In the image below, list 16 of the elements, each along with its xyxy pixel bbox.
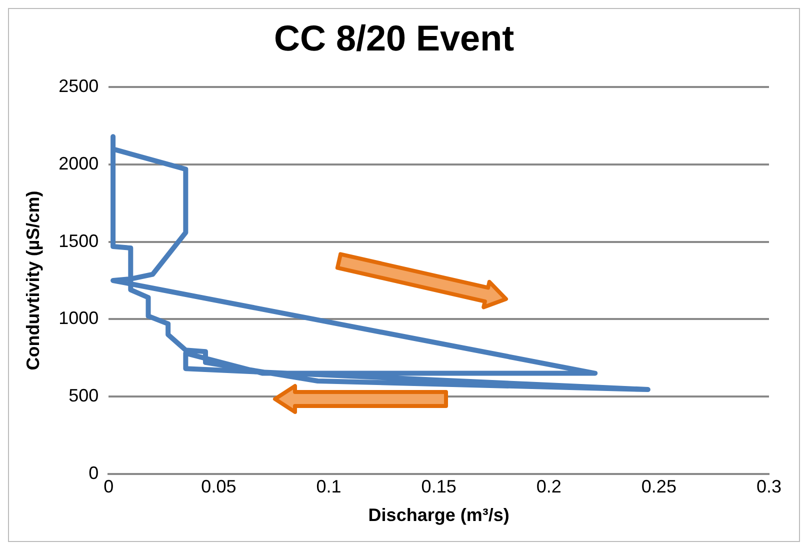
y-tick-label: 0 [88, 462, 99, 483]
y-tick-label: 2500 [58, 76, 99, 96]
x-tick-label: 0.2 [536, 476, 562, 497]
y-axis-title: Conduvtivity (µS/cm) [22, 190, 43, 370]
x-tick-label: 0.3 [756, 476, 782, 497]
x-tick-label: 0.1 [316, 476, 342, 497]
y-tick-label: 500 [68, 385, 99, 406]
chart-title: CC 8/20 Event [274, 18, 514, 59]
y-tick-label: 1500 [58, 230, 99, 251]
x-tick-label: 0.25 [641, 476, 676, 497]
x-tick-label: 0.05 [201, 476, 236, 497]
x-axis-title: Discharge (m³/s) [368, 505, 510, 526]
x-tick-label: 0 [104, 476, 114, 497]
x-tick-label: 0.15 [421, 476, 456, 497]
y-tick-label: 1000 [58, 308, 99, 328]
y-tick-label: 2000 [58, 153, 99, 174]
